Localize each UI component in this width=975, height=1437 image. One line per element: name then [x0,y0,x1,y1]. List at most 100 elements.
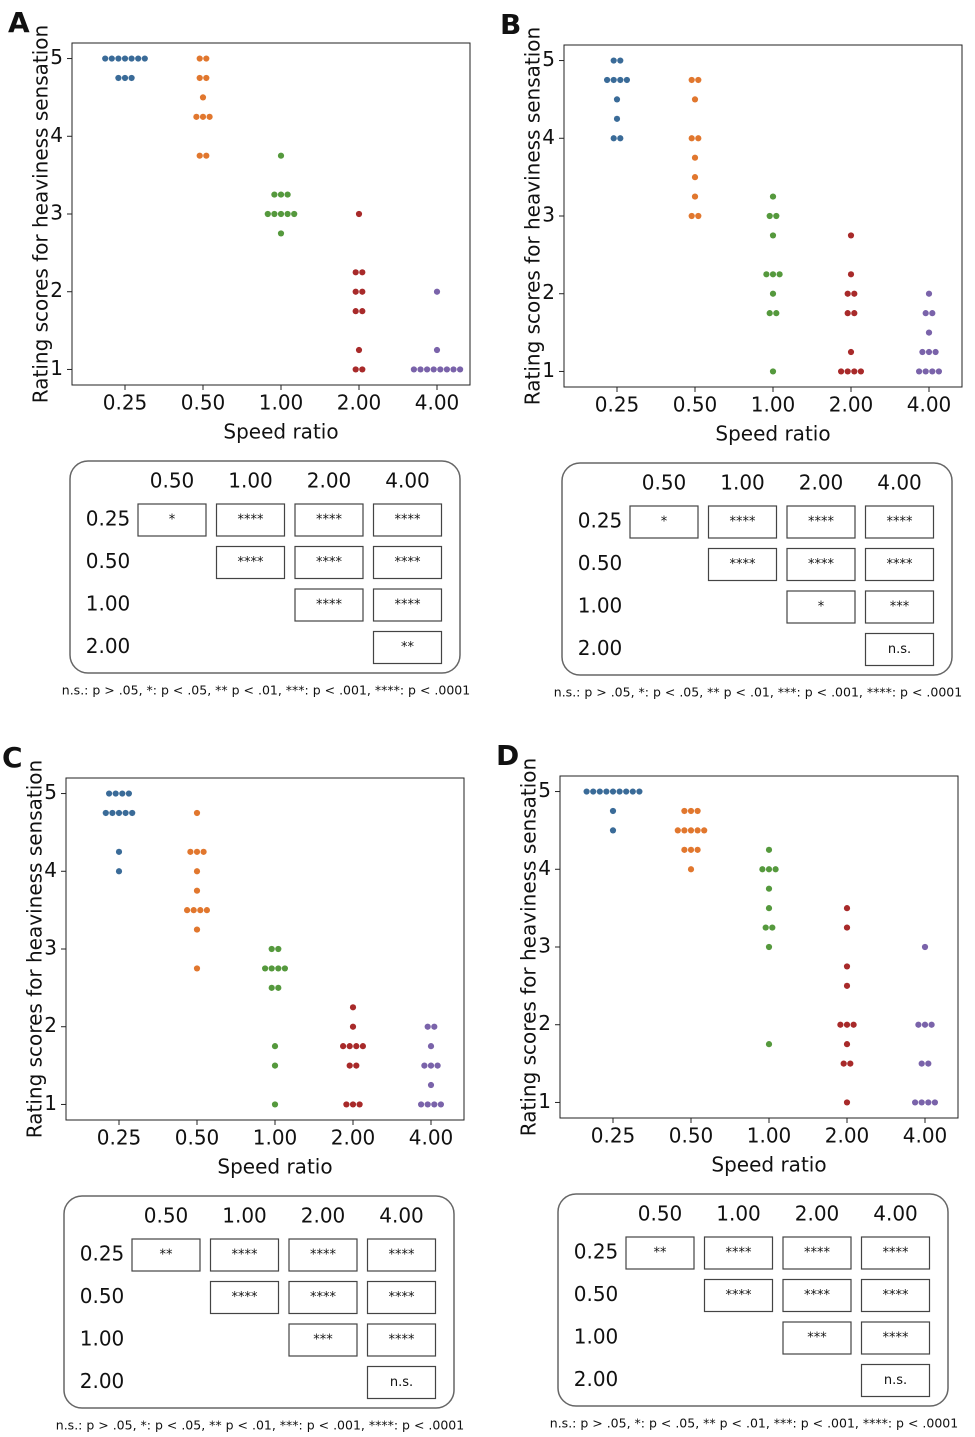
dot [427,1043,435,1050]
cell-text: **** [238,555,265,570]
dot [450,366,457,373]
dot [284,191,291,198]
dot [206,113,213,120]
table-header: 4.00 [877,471,922,495]
dot [356,1101,363,1108]
dot [765,905,773,912]
cell-text: **** [808,557,835,572]
row-label: 1.00 [80,1327,125,1351]
dot [433,346,441,354]
footnote: n.s.: p > .05, *: p < .05, ** p < .01, *… [554,685,962,700]
cell-text: **** [730,557,757,572]
y-tick-label: 5 [50,45,63,69]
dot [352,366,359,373]
cell-box [782,1236,852,1270]
cell-text: * [169,513,176,528]
dot [349,1004,357,1011]
y-tick-label: 1 [50,356,63,380]
dot [102,809,109,817]
dot [268,945,275,953]
cell-box [703,1236,774,1270]
x-tick-label: 2.00 [337,391,382,415]
dot [437,1101,444,1108]
cell-box [294,545,364,580]
cell-box [366,1323,437,1357]
dot [843,963,851,970]
y-tick-label: 4 [50,123,63,147]
cell-box [860,1321,931,1355]
dot [617,57,624,64]
dot [617,135,624,142]
dot [851,310,858,317]
dot [349,1023,357,1030]
x-tick-label: 1.00 [259,391,304,415]
dot [925,329,933,336]
panel: 1 2 3 4 5 0.25 0.50 1.00 2.00 4.00 Rating scores f… [2,741,465,1433]
table-frame [69,460,461,674]
dot [603,788,610,795]
dot [129,809,136,817]
x-tick-label: 2.00 [825,1124,870,1148]
x-tick-label: 1.00 [747,1124,792,1148]
y-tick-label: 2 [44,1013,57,1037]
dot [196,55,203,62]
dot [424,1023,431,1030]
dot [765,885,773,892]
x-axis-label: Speed ratio [711,1153,826,1177]
cell-box [786,547,856,582]
dot [773,212,780,220]
dot [701,827,708,834]
dot [271,1062,279,1069]
dot [776,271,783,278]
dot [915,1021,922,1028]
dot [340,1043,347,1050]
y-tick-label: 5 [44,780,57,804]
cell-box [860,1363,931,1398]
dot [359,269,366,276]
x-tick-label: 2.00 [829,393,874,417]
cell-text: n.s. [390,1375,413,1390]
dot [583,788,590,795]
dot [769,271,777,278]
dot [353,1043,360,1050]
dot [769,924,776,931]
y-tick-label: 1 [538,1089,551,1113]
dot [352,269,359,276]
cell-text: **** [730,515,757,530]
cell-text: **** [395,598,422,613]
dot [765,943,773,951]
cell-text: **** [883,1331,910,1346]
dot [200,848,207,855]
cell-text: **** [887,557,914,572]
dot [766,212,773,220]
dot [843,982,851,989]
dot [613,96,621,103]
cell-text: ** [654,1246,668,1261]
dot [610,135,617,142]
cell-text: *** [313,1333,333,1348]
dot [343,1101,350,1108]
dot [457,366,464,373]
row-label: 2.00 [574,1367,619,1391]
cell-box [629,505,699,539]
y-axis-label: Rating scores for heaviness sensation [23,760,47,1138]
y-axis-label: Rating scores for heaviness sensation [521,27,545,405]
x-axis-label: Speed ratio [217,1155,332,1179]
cell-text: **** [316,555,343,570]
row-label: 0.50 [578,551,623,575]
dot [125,790,132,797]
row-label: 0.25 [578,509,623,533]
dot [115,74,122,82]
panel-letter: C [2,741,23,774]
dot [857,368,864,375]
table-header: 0.50 [144,1204,189,1228]
dot [694,846,701,853]
dot [687,846,695,853]
dot [410,366,417,373]
y-tick-label: 2 [50,278,63,302]
x-tick-label: 0.50 [181,391,226,415]
x-tick-label: 0.25 [97,1126,142,1150]
dot [109,809,116,817]
panel-letter: A [8,6,30,39]
